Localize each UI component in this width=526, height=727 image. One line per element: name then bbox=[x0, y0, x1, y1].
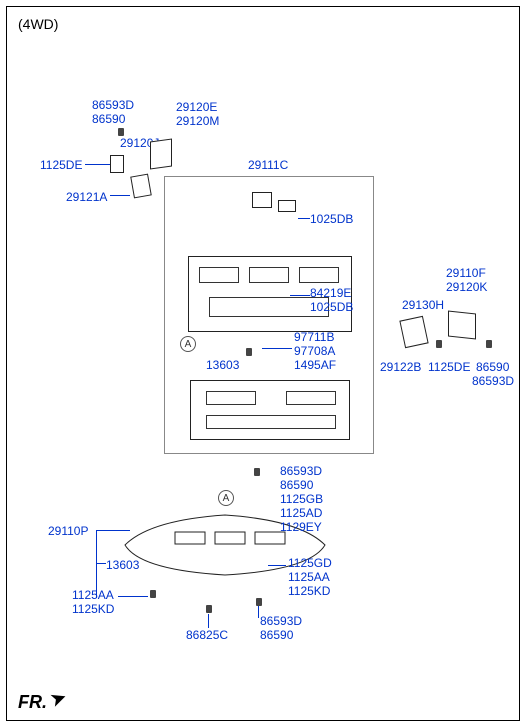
callout-97708A: 97708A bbox=[294, 344, 335, 358]
leader bbox=[298, 218, 310, 219]
callout-1129EY: 1129EY bbox=[280, 520, 322, 534]
drivetrain-heading: (4WD) bbox=[18, 16, 58, 32]
part-bracket-2 bbox=[130, 174, 152, 199]
part-screw bbox=[486, 340, 492, 348]
callout-29111C: 29111C bbox=[248, 158, 288, 172]
part-screw bbox=[256, 598, 262, 606]
callout-1125AA-2: 1125AA bbox=[288, 570, 330, 584]
fr-label: FR. bbox=[18, 692, 47, 713]
callout-86590-1: 86590 bbox=[92, 112, 125, 126]
callout-86593D-3: 86593D bbox=[280, 464, 322, 478]
callout-29120K: 29120K bbox=[446, 280, 487, 294]
callout-1125KD-2: 1125KD bbox=[288, 584, 330, 598]
part-clip-top2 bbox=[278, 200, 296, 212]
callout-29121A: 29121A bbox=[66, 190, 107, 204]
leader bbox=[110, 195, 130, 196]
callout-1125AA-1: 1125AA bbox=[72, 588, 114, 602]
part-screw bbox=[150, 590, 156, 598]
callout-13603-2: 13603 bbox=[106, 558, 139, 572]
callout-86590-3: 86590 bbox=[280, 478, 313, 492]
part-bracket-r2 bbox=[448, 311, 476, 340]
part-screw bbox=[118, 128, 124, 136]
leader bbox=[268, 565, 286, 566]
callout-29130H: 29130H bbox=[402, 298, 444, 312]
callout-86593D-4: 86593D bbox=[260, 614, 302, 628]
callout-1025DB-2: 1025DB bbox=[310, 300, 353, 314]
callout-1495AF: 1495AF bbox=[294, 358, 336, 372]
callout-29122B: 29122B bbox=[380, 360, 421, 374]
part-screw bbox=[206, 605, 212, 613]
callout-29120E: 29120E bbox=[176, 100, 217, 114]
callout-1125DE-2: 1125DE bbox=[428, 360, 470, 374]
part-bracket-1 bbox=[150, 138, 172, 169]
callout-29120M: 29120M bbox=[176, 114, 219, 128]
marker-A-2: A bbox=[218, 490, 234, 506]
callout-86593D-1: 86593D bbox=[92, 98, 134, 112]
leader bbox=[258, 606, 259, 618]
callout-1025DB-1: 1025DB bbox=[310, 212, 353, 226]
leader bbox=[85, 164, 110, 165]
leader bbox=[290, 295, 310, 296]
leader bbox=[262, 348, 292, 349]
leader bbox=[118, 596, 148, 597]
leader bbox=[96, 530, 130, 531]
part-screw bbox=[436, 340, 442, 348]
callout-1125GD: 1125GD bbox=[288, 556, 332, 570]
callout-86593D-2: 86593D bbox=[472, 374, 514, 388]
callout-13603-1: 13603 bbox=[206, 358, 239, 372]
leader bbox=[96, 563, 106, 564]
callout-1125DE-1: 1125DE bbox=[40, 158, 82, 172]
part-clip-top bbox=[252, 192, 272, 208]
callout-97711B: 97711B bbox=[294, 330, 334, 344]
callout-1125KD-1: 1125KD bbox=[72, 602, 114, 616]
callout-84219E: 84219E bbox=[310, 286, 351, 300]
callout-86590-2: 86590 bbox=[476, 360, 509, 374]
callout-86590-4: 86590 bbox=[260, 628, 293, 642]
part-screw bbox=[254, 468, 260, 476]
part-clip-1 bbox=[110, 155, 124, 173]
callout-1125AD: 1125AD bbox=[280, 506, 322, 520]
callout-29110P: 29110P bbox=[48, 524, 88, 538]
part-lower-panel bbox=[190, 380, 350, 440]
callout-1125GB: 1125GB bbox=[280, 492, 323, 506]
marker-A-1: A bbox=[180, 336, 196, 352]
leader bbox=[208, 614, 209, 628]
callout-86825C: 86825C bbox=[186, 628, 228, 642]
part-screw bbox=[246, 348, 252, 356]
callout-29110F: 29110F bbox=[446, 266, 486, 280]
